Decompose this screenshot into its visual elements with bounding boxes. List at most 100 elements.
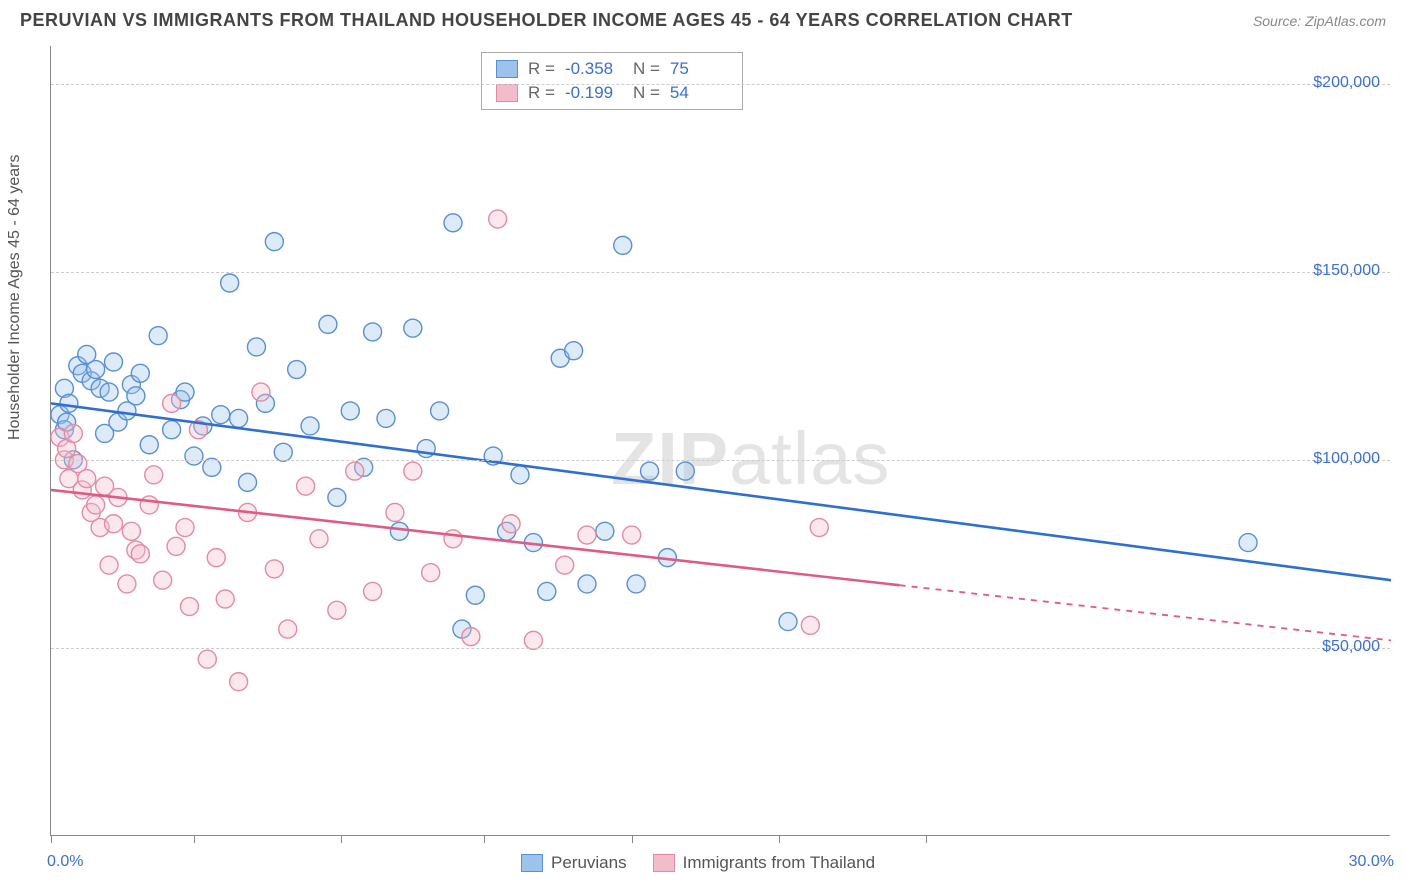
data-point [64,424,82,442]
x-tick [926,835,927,843]
data-point [167,537,185,555]
y-axis-label: Householder Income Ages 45 - 64 years [6,155,24,441]
gridline-h [51,648,1390,649]
trend-line-extrapolated [900,585,1391,640]
data-point [60,394,78,412]
data-point [390,522,408,540]
data-point [810,519,828,537]
data-point [779,613,797,631]
x-tick [194,835,195,843]
data-point [247,338,265,356]
source-label: Source: [1253,13,1305,29]
data-point [319,315,337,333]
data-point [328,488,346,506]
x-tick [632,835,633,843]
data-point [297,477,315,495]
y-tick-label: $50,000 [1322,638,1380,656]
stat-r-label-0: R = [528,59,555,79]
x-tick [51,835,52,843]
gridline-h [51,272,1390,273]
x-axis-max-label: 30.0% [1349,853,1394,871]
data-point [565,342,583,360]
bottom-legend: Peruvians Immigrants from Thailand [521,853,875,873]
data-point [105,353,123,371]
data-point [801,616,819,634]
stats-row-series-0: R = -0.358 N = 75 [482,57,742,81]
data-point [279,620,297,638]
x-tick [341,835,342,843]
data-point [578,526,596,544]
data-point [386,503,404,521]
legend-item-1: Immigrants from Thailand [653,853,875,873]
data-point [163,421,181,439]
data-point [627,575,645,593]
data-point [377,409,395,427]
data-point [203,458,221,476]
data-point [163,394,181,412]
y-tick-label: $100,000 [1313,450,1380,468]
data-point [556,556,574,574]
data-point [641,462,659,480]
data-point [145,466,163,484]
data-point [198,650,216,668]
swatch-series-0 [496,60,518,78]
data-point [131,545,149,563]
stats-legend: R = -0.358 N = 75 R = -0.199 N = 54 [481,52,743,110]
data-point [596,522,614,540]
data-point [444,530,462,548]
x-axis-min-label: 0.0% [47,853,83,871]
data-point [230,409,248,427]
data-point [127,387,145,405]
data-point [265,560,283,578]
data-point [328,601,346,619]
data-point [105,515,123,533]
data-point [185,447,203,465]
data-point [1239,534,1257,552]
data-point [310,530,328,548]
data-point [176,519,194,537]
data-point [274,443,292,461]
legend-item-0: Peruvians [521,853,627,873]
data-point [364,323,382,341]
data-point [207,549,225,567]
data-point [462,628,480,646]
data-point [265,233,283,251]
data-point [341,402,359,420]
stat-r-value-0: -0.358 [565,59,623,79]
data-point [149,327,167,345]
data-point [538,582,556,600]
data-point [422,564,440,582]
data-point [216,590,234,608]
chart-title: PERUVIAN VS IMMIGRANTS FROM THAILAND HOU… [20,10,1073,31]
legend-swatch-1 [653,854,675,872]
trend-line [51,403,1391,580]
data-point [614,236,632,254]
legend-swatch-0 [521,854,543,872]
data-point [118,575,136,593]
scatter-svg [51,46,1390,835]
data-point [87,361,105,379]
data-point [212,406,230,424]
data-point [431,402,449,420]
data-point [404,319,422,337]
data-point [221,274,239,292]
data-point [623,526,641,544]
legend-label-1: Immigrants from Thailand [683,853,875,873]
data-point [252,383,270,401]
data-point [100,556,118,574]
data-point [180,598,198,616]
data-point [154,571,172,589]
data-point [100,383,118,401]
stat-n-label-1: N = [633,83,660,103]
gridline-h [51,84,1390,85]
data-point [444,214,462,232]
data-point [524,631,542,649]
stat-r-label-1: R = [528,83,555,103]
data-point [346,462,364,480]
x-tick [484,835,485,843]
data-point [239,473,257,491]
data-point [404,462,422,480]
chart-plot-area: ZIPatlas R = -0.358 N = 75 R = -0.199 N … [50,46,1390,836]
stat-n-label-0: N = [633,59,660,79]
data-point [78,470,96,488]
